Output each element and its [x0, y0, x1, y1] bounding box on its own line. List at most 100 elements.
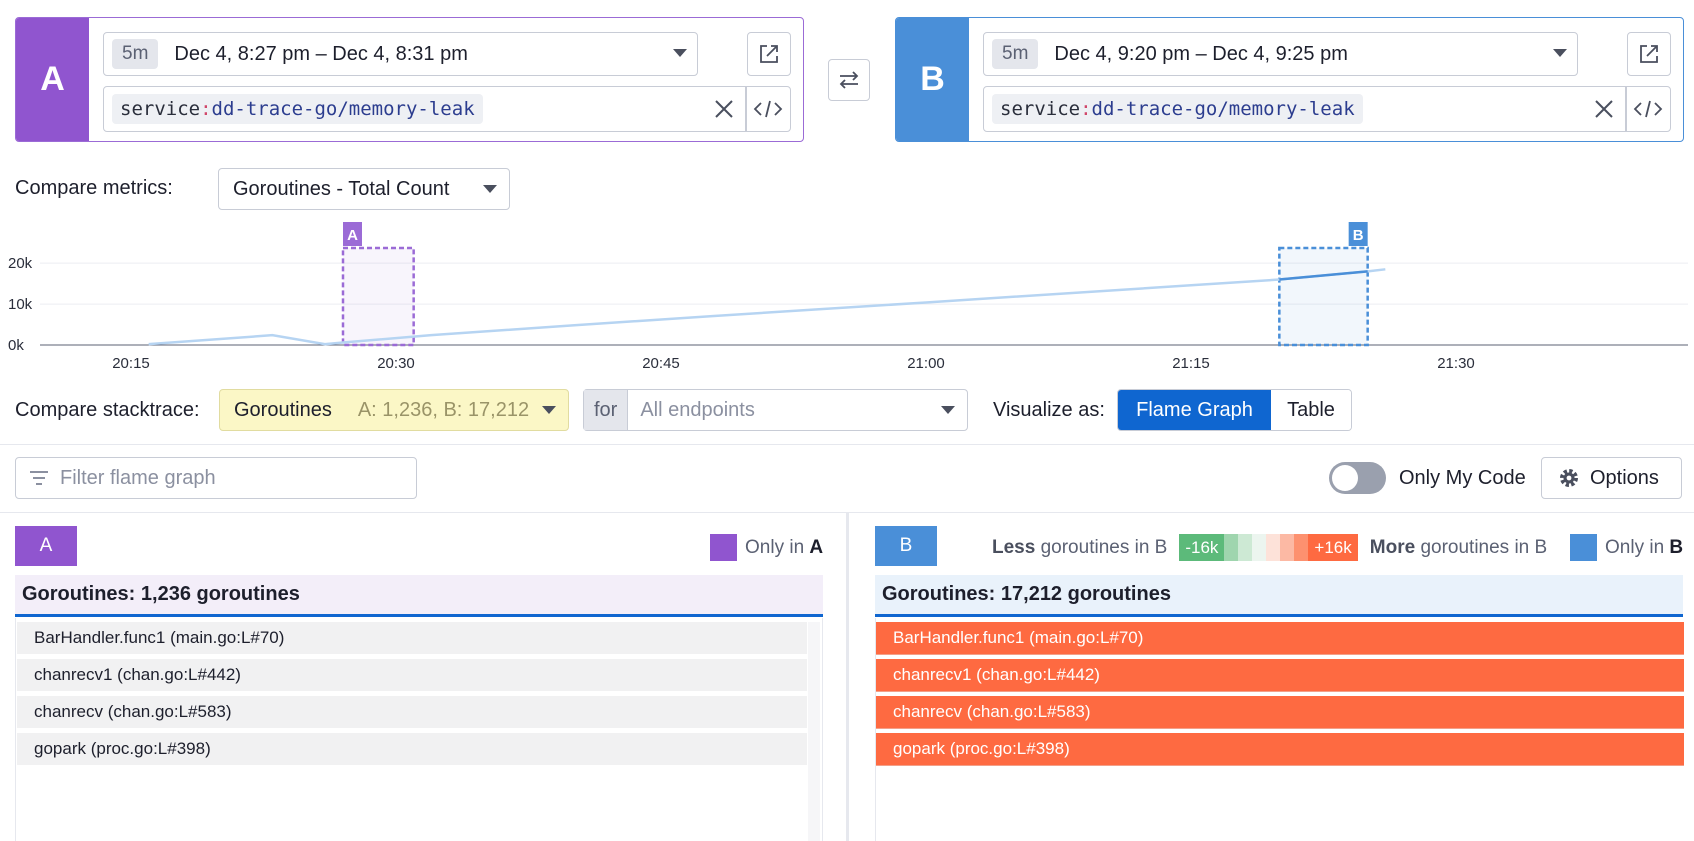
- only-in-a-swatch: [710, 534, 737, 561]
- flame-frame-b-2[interactable]: chanrecv (chan.go:L#583): [876, 696, 1684, 729]
- panel-a-body: [15, 618, 823, 841]
- only-in-a-legend: Only in A: [710, 534, 823, 561]
- stacktrace-counts: A: 1,236, B: 17,212: [357, 398, 530, 421]
- scale-swatch: [1252, 534, 1267, 561]
- only-my-code-toggle[interactable]: [1329, 462, 1386, 494]
- compare-stacktrace-label: Compare stacktrace:: [15, 399, 200, 421]
- time-range-text-a: Dec 4, 8:27 pm – Dec 4, 8:31 pm: [174, 42, 468, 65]
- clear-query-button-a[interactable]: [712, 97, 736, 121]
- clear-query-button-b[interactable]: [1592, 97, 1616, 121]
- panel-a-header-text: Goroutines: 1,236 goroutines: [22, 583, 300, 605]
- x-tick-label: 21:15: [1172, 355, 1210, 372]
- flame-frame-b-1[interactable]: chanrecv1 (chan.go:L#442): [876, 659, 1684, 692]
- only-in-a-prefix: Only in: [745, 536, 805, 558]
- toggle-knob: [1332, 465, 1358, 491]
- query-pill-a: service:dd-trace-go/memory-leak: [112, 94, 483, 124]
- goroutine-count-chart[interactable]: 0k 10k 20k 20:15 20:30 20:45 21:00 21:15 21:30 A B: [0, 215, 1694, 375]
- open-external-button-b[interactable]: [1627, 32, 1671, 76]
- flame-frame-a-2[interactable]: chanrecv (chan.go:L#583): [17, 696, 807, 729]
- scale-swatch: [1224, 534, 1239, 561]
- only-in-b-legend: Only in B: [1570, 534, 1683, 561]
- close-icon: [715, 100, 733, 118]
- selection-window-a: [341, 246, 415, 347]
- visualize-toggle-group: Flame Graph Table: [1117, 389, 1352, 431]
- divider: [745, 87, 747, 131]
- time-range-picker-b[interactable]: 5m Dec 4, 9:20 pm – Dec 4, 9:25 pm: [983, 32, 1578, 76]
- code-view-button-b[interactable]: [1633, 97, 1663, 121]
- endpoints-placeholder: All endpoints: [640, 398, 755, 421]
- code-icon: [1633, 100, 1663, 118]
- filter-flame-graph-input[interactable]: Filter flame graph: [15, 457, 417, 499]
- external-link-icon: [1640, 45, 1658, 63]
- query-separator: :: [1080, 98, 1092, 120]
- query-card-b: B 5m Dec 4, 9:20 pm – Dec 4, 9:25 pm ser…: [895, 17, 1684, 142]
- code-view-button-a[interactable]: [753, 97, 783, 121]
- x-tick-label: 20:30: [377, 355, 415, 372]
- swap-queries-button[interactable]: [828, 59, 870, 101]
- query-value: dd-trace-go/memory-leak: [211, 98, 475, 120]
- panel-b-header: Goroutines: 17,212 goroutines: [875, 575, 1683, 617]
- visualize-table-button[interactable]: Table: [1271, 390, 1351, 430]
- panel-divider[interactable]: [846, 513, 849, 841]
- section-divider: [0, 444, 1694, 445]
- y-tick-label: 0k: [8, 337, 24, 354]
- external-link-icon: [760, 45, 778, 63]
- swap-icon: [839, 71, 859, 89]
- visualize-flame-graph-button[interactable]: Flame Graph: [1118, 390, 1271, 430]
- code-icon: [753, 100, 783, 118]
- for-label: for: [584, 390, 629, 430]
- flame-frame-b-0[interactable]: BarHandler.func1 (main.go:L#70): [876, 622, 1684, 655]
- chevron-down-icon: [1553, 49, 1567, 57]
- options-button[interactable]: Options: [1541, 457, 1682, 499]
- query-letter-b: B: [896, 18, 969, 141]
- stacktrace-type-value: Goroutines: [234, 398, 332, 421]
- more-label-rest: goroutines in B: [1420, 536, 1548, 558]
- selection-badge-label: A: [347, 227, 358, 244]
- query-input-b[interactable]: service:dd-trace-go/memory-leak: [983, 86, 1671, 132]
- stacktrace-type-dropdown[interactable]: Goroutines A: 1,236, B: 17,212: [219, 389, 569, 431]
- only-in-b-prefix: Only in: [1605, 536, 1665, 558]
- chevron-down-icon: [941, 406, 955, 414]
- scale-max-label: +16k: [1308, 534, 1358, 561]
- section-divider: [0, 512, 1694, 513]
- chevron-down-icon: [673, 49, 687, 57]
- series-line: [148, 268, 1386, 346]
- diff-legend: Less goroutines in B -16k +16k More goro…: [992, 534, 1547, 561]
- only-my-code-label: Only My Code: [1399, 467, 1526, 489]
- panel-b-body: [875, 618, 1683, 841]
- query-input-a[interactable]: service:dd-trace-go/memory-leak: [103, 86, 791, 132]
- scale-swatch: [1294, 534, 1309, 561]
- compare-metrics-dropdown[interactable]: Goroutines - Total Count: [218, 168, 510, 210]
- panel-a-scrollbar[interactable]: [808, 622, 820, 841]
- filter-placeholder: Filter flame graph: [60, 466, 216, 489]
- scale-swatch: [1266, 534, 1281, 561]
- scale-swatch: [1280, 534, 1295, 561]
- flame-frame-a-1[interactable]: chanrecv1 (chan.go:L#442): [17, 659, 807, 692]
- endpoints-filter[interactable]: for All endpoints: [583, 389, 968, 431]
- flame-frame-a-3[interactable]: gopark (proc.go:L#398): [17, 733, 807, 766]
- only-in-b-swatch: [1570, 534, 1597, 561]
- flame-frame-b-3[interactable]: gopark (proc.go:L#398): [876, 733, 1684, 766]
- query-key: service: [1000, 98, 1081, 120]
- compare-metrics-value: Goroutines - Total Count: [233, 177, 450, 200]
- gear-icon: [1560, 469, 1578, 487]
- selection-badge-a: [343, 222, 362, 246]
- query-value: dd-trace-go/memory-leak: [1091, 98, 1355, 120]
- duration-badge-a: 5m: [112, 39, 159, 69]
- scale-swatch: [1238, 534, 1253, 561]
- chevron-down-icon: [483, 185, 497, 193]
- open-external-button-a[interactable]: [747, 32, 791, 76]
- panel-b-badge: B: [875, 526, 937, 566]
- query-key: service: [120, 98, 201, 120]
- x-tick-label: 20:45: [642, 355, 680, 372]
- flame-frame-a-0[interactable]: BarHandler.func1 (main.go:L#70): [17, 622, 807, 655]
- time-range-picker-a[interactable]: 5m Dec 4, 8:27 pm – Dec 4, 8:31 pm: [103, 32, 698, 76]
- y-tick-label: 20k: [8, 255, 33, 272]
- selection-badge-b: [1348, 222, 1368, 246]
- query-pill-b: service:dd-trace-go/memory-leak: [992, 94, 1363, 124]
- selection-badge-label: B: [1353, 227, 1364, 244]
- time-range-text-b: Dec 4, 9:20 pm – Dec 4, 9:25 pm: [1054, 42, 1348, 65]
- query-card-a: A 5m Dec 4, 8:27 pm – Dec 4, 8:31 pm ser…: [15, 17, 804, 142]
- compare-metrics-label: Compare metrics:: [15, 177, 173, 199]
- y-tick-label: 10k: [8, 296, 33, 313]
